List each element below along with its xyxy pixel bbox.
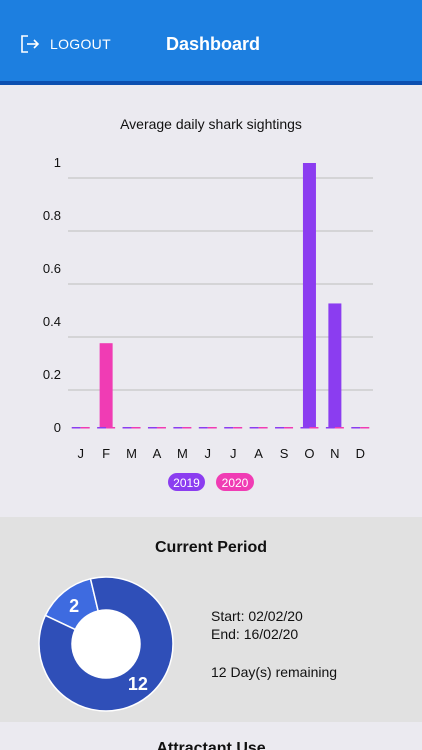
current-period-card: Current Period 2 12 Start: 02/02/20 End: … [0,517,422,722]
zero-bar-2019 [122,427,132,429]
zero-bar-2020 [182,427,192,429]
zero-bar-2019 [97,427,107,429]
zero-bar-2019 [71,427,81,429]
y-tick-label: 0 [54,420,61,435]
donut-label-12: 12 [128,674,148,694]
bar-2019-9 [302,163,316,428]
period-start: Start: 02/02/20 [211,608,303,624]
attractant-use-section: Attractant Use [0,722,422,750]
logout-button[interactable]: LOGOUT [20,34,111,54]
page-title: Dashboard [165,34,261,54]
y-tick-label: 0.6 [43,261,61,276]
sightings-chart: Average daily shark sightings 0 0.2 0.4 0.6 0… [43,116,373,491]
zero-bar-2019 [325,427,335,429]
zero-bar-2019 [351,427,361,429]
logout-label: LOGOUT [50,36,111,52]
legend-swatch-2019 [168,473,205,491]
bar-2019-10 [328,303,342,428]
y-tick-label: 1 [54,155,61,170]
zero-bar-2019 [275,427,285,429]
zero-bar-2020 [80,427,90,429]
x-tick-label: M [177,446,188,461]
zero-bar-2020 [106,427,116,429]
x-tick-label: A [254,446,263,461]
zero-bar-2020 [309,427,319,429]
y-tick-label: 0.4 [43,314,61,329]
zero-bar-2020 [284,427,294,429]
sightings-chart-section: Average daily shark sightings 0 0.2 0.4 0.6 0… [0,89,422,517]
legend-swatch-2020 [216,473,254,491]
x-tick-label: J [77,446,84,461]
zero-bar-2019 [147,427,157,429]
x-tick-label: J [205,446,212,461]
y-tick-label: 0.8 [43,208,61,223]
x-tick-label: S [280,446,289,461]
zero-bar-2020 [131,427,141,429]
zero-bar-2019 [224,427,234,429]
app-header: LOGOUT Dashboard [0,0,422,85]
x-tick-label: A [153,446,162,461]
zero-bar-2020 [233,427,243,429]
x-tick-label: D [356,446,365,461]
donut-hole [72,610,140,678]
bar-2020-1 [99,343,113,428]
x-tick-label: O [304,446,314,461]
zero-bar-2019 [249,427,259,429]
x-tick-label: F [102,446,110,461]
period-end: End: 16/02/20 [211,626,299,642]
zero-bar-2020 [360,427,370,429]
y-tick-label: 0.2 [43,367,61,382]
donut-label-2: 2 [69,596,79,616]
x-tick-label: N [330,446,339,461]
x-tick-label: J [230,446,237,461]
zero-bar-2020 [258,427,268,429]
logout-icon [21,35,40,53]
zero-bar-2019 [173,427,183,429]
current-period-title: Current Period [154,539,267,556]
attractant-use-title: Attractant Use [156,740,266,750]
zero-bar-2019 [198,427,208,429]
legend-label-2020: 2020 [222,476,249,490]
zero-bar-2020 [156,427,166,429]
zero-bar-2020 [207,427,217,429]
chart-title: Average daily shark sightings [120,116,302,132]
period-donut-chart: 2 12 [38,576,174,712]
legend-label-2019: 2019 [173,476,200,490]
days-remaining: 12 Day(s) remaining [211,664,338,680]
x-tick-label: M [126,446,137,461]
zero-bar-2020 [334,427,344,429]
zero-bar-2019 [300,427,310,429]
period-info: Start: 02/02/20 End: 16/02/20 12 Day(s) … [211,607,337,681]
